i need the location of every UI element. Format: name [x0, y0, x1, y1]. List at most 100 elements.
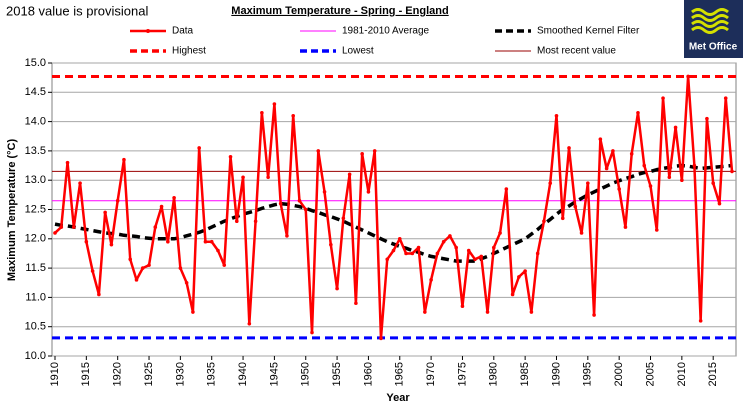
data-point [278, 201, 283, 206]
data-point [166, 239, 170, 244]
data-point [642, 163, 647, 168]
data-point [448, 234, 452, 238]
x-tick-label: 1935 [206, 362, 218, 386]
data-point [460, 304, 465, 308]
data-point [53, 231, 57, 235]
data-point [303, 207, 308, 212]
x-tick-label: 1980 [488, 362, 500, 386]
data-point [310, 330, 314, 335]
data-point [429, 278, 433, 282]
x-tick-label: 1970 [425, 362, 437, 386]
y-tick-label: 14.5 [25, 86, 46, 98]
data-point [598, 137, 603, 141]
note: 2018 value is provisional [6, 3, 148, 18]
y-tick-label: 13.0 [25, 174, 46, 186]
data-point [491, 245, 496, 250]
data-point [473, 257, 477, 262]
data-point [523, 269, 527, 273]
legend-label: 1981-2010 Average [342, 26, 430, 37]
x-tick-label: 2010 [676, 362, 688, 386]
data-point [122, 157, 126, 162]
data-point [498, 231, 502, 235]
y-axis-label: Maximum Temperature (°C) [6, 139, 18, 282]
data-point [128, 257, 133, 262]
x-tick-label: 1955 [331, 362, 343, 386]
data-point [241, 175, 245, 180]
data-point [485, 310, 490, 314]
x-tick-label: 2005 [644, 362, 656, 386]
data-point [360, 152, 364, 156]
x-tick-label: 2000 [613, 362, 625, 386]
data-point [297, 198, 302, 203]
data-point [592, 313, 596, 317]
data-point [209, 239, 214, 244]
data-point [140, 266, 145, 270]
x-tick-label: 1910 [49, 362, 61, 386]
data-point [379, 336, 383, 341]
data-point [253, 219, 258, 224]
x-tick-label: 1985 [519, 362, 531, 386]
x-tick-label: 1945 [268, 362, 280, 386]
data-point [479, 254, 484, 259]
data-point [661, 96, 665, 100]
data-point [579, 231, 584, 235]
data-point [216, 248, 220, 253]
data-point [629, 152, 634, 156]
data-point [184, 280, 189, 285]
data-point [153, 225, 158, 229]
data-point [535, 251, 540, 256]
data-point [730, 169, 734, 174]
data-point [134, 278, 139, 282]
legend-label: Highest [172, 46, 206, 57]
data-point [291, 113, 296, 118]
data-point [172, 195, 176, 200]
data-point [723, 96, 728, 100]
data-point [604, 166, 609, 171]
data-point [586, 181, 590, 185]
data-point [78, 181, 82, 185]
data-point [466, 248, 471, 253]
y-tick-label: 13.5 [25, 145, 46, 157]
y-tick-label: 10.5 [25, 321, 46, 333]
x-tick-label: 1930 [174, 362, 186, 386]
data-point [147, 263, 151, 267]
data-point [197, 146, 201, 150]
data-point [636, 111, 640, 115]
data-point [90, 269, 95, 273]
x-tick-label: 1960 [362, 362, 374, 386]
data-point [573, 204, 578, 209]
logo-text: Met Office [689, 42, 738, 53]
data-point [705, 116, 709, 121]
data-point [329, 242, 333, 247]
data-point [441, 239, 446, 244]
x-axis-label: Year [386, 392, 410, 404]
x-tick-label: 1925 [143, 362, 155, 386]
data-point [717, 201, 722, 206]
data-point [372, 149, 377, 153]
data-point [59, 225, 64, 229]
x-tick-label: 1920 [112, 362, 124, 386]
x-tick-label: 2015 [707, 362, 719, 386]
data-point [266, 175, 270, 180]
data-point [554, 113, 559, 118]
x-tick-label: 1965 [394, 362, 406, 386]
x-tick-label: 1995 [582, 362, 594, 386]
y-tick-label: 12.5 [25, 203, 46, 215]
data-point [680, 178, 684, 182]
y-tick-label: 12.0 [25, 233, 46, 245]
data-point [260, 111, 264, 115]
logo: Met Office [684, 0, 743, 58]
y-tick-label: 11.0 [25, 291, 46, 303]
legend-label: Data [172, 26, 194, 37]
data-point [97, 292, 101, 297]
data-point [178, 266, 183, 270]
logo-waves [691, 8, 729, 34]
data-point [673, 125, 678, 130]
data-point [335, 286, 339, 291]
data-point [423, 310, 427, 314]
data-point [667, 175, 672, 180]
data-point [115, 198, 120, 203]
legend-marker [146, 29, 150, 33]
legend-label: Most recent value [537, 46, 616, 57]
